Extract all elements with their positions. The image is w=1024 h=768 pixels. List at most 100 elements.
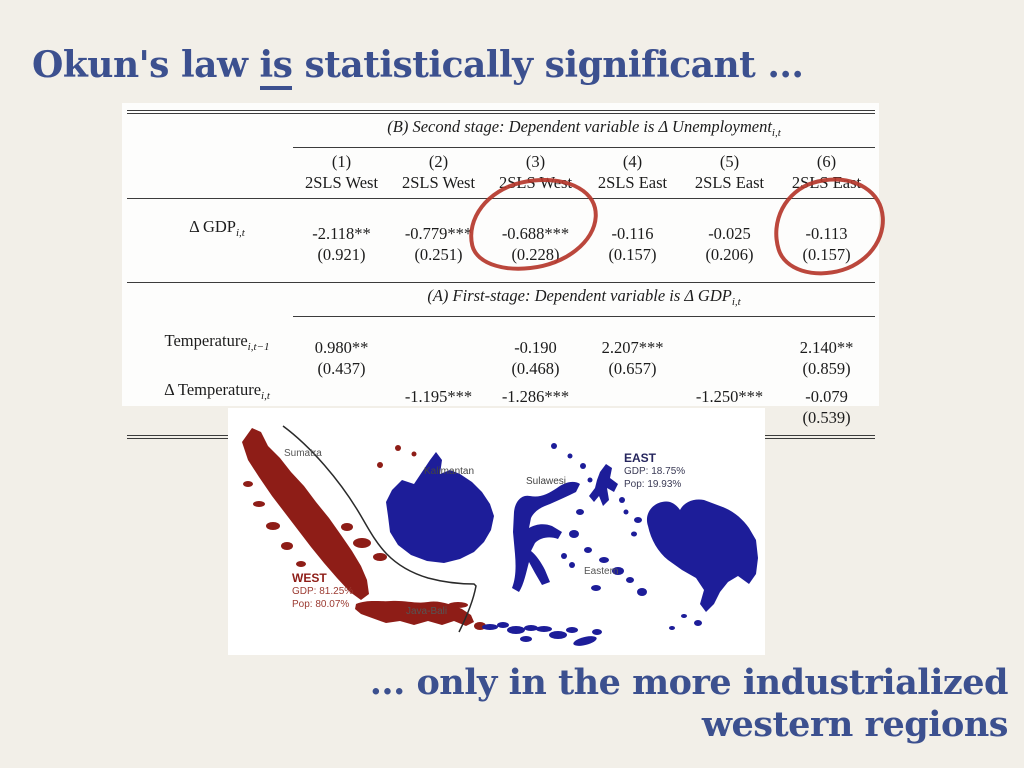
west-region-name: WEST xyxy=(292,571,327,585)
col-method: 2SLS East xyxy=(778,172,876,199)
map-svg xyxy=(242,425,758,646)
estimate-cell: -0.116 xyxy=(611,224,654,243)
subscript: i,t xyxy=(771,127,781,139)
empty-cell xyxy=(127,358,293,379)
stderr-cell: (0.921) xyxy=(317,245,366,264)
col-method: 2SLS West xyxy=(487,172,584,199)
west-east-divider-line xyxy=(282,425,477,633)
column-methods-row: 2SLS West 2SLS West 2SLS West 2SLS East … xyxy=(127,172,876,199)
panel-a-header-row: (A) First-stage: Dependent variable is Δ… xyxy=(127,282,876,317)
stderr-cell: (0.157) xyxy=(608,245,657,264)
stderr-cell: (0.468) xyxy=(511,358,560,378)
gdp-estimates-row: Δ GDPi,t -2.118** -0.779*** -0.688*** -0… xyxy=(127,199,875,245)
stderr-cell: (0.251) xyxy=(414,245,463,264)
west-region-islands xyxy=(242,428,486,630)
estimate-cell: 2.140** xyxy=(799,337,854,357)
col-number: (4) xyxy=(622,152,643,171)
kalimantan-island xyxy=(386,452,494,563)
row-label-gdp: Δ GDPi,t xyxy=(189,217,245,239)
estimate-cell: -0.688*** xyxy=(501,224,570,243)
indonesia-map: Sumatra Kalimantan Sulawesi Eastern Java… xyxy=(228,408,765,655)
empty-cell xyxy=(127,244,293,283)
title-underlined-word: is xyxy=(259,44,293,90)
west-region-legend: WEST GDP: 81.25% Pop: 80.07% xyxy=(292,572,353,611)
empty-cell xyxy=(127,148,293,173)
col-number: (1) xyxy=(331,152,352,171)
stderr-cell: (0.228) xyxy=(511,245,560,264)
empty-cell xyxy=(127,172,293,199)
stderr-cell: (0.157) xyxy=(802,245,851,264)
subscript: i,t xyxy=(731,296,741,308)
stderr-cell xyxy=(681,358,778,379)
col-number: (2) xyxy=(428,152,449,171)
caption-line2: western regions xyxy=(701,704,1009,745)
title-prefix: Okun's law xyxy=(32,44,260,86)
col-method: 2SLS West xyxy=(390,172,487,199)
temp-diff-estimates-row: Δ Temperaturei,t -1.195*** -1.286*** -1.… xyxy=(127,379,875,407)
slide-caption: ... only in the more industrialized west… xyxy=(28,662,1009,746)
estimate-cell xyxy=(681,317,778,358)
panel-b-header-row: (B) Second stage: Dependent variable is … xyxy=(127,112,876,148)
subscript: i,t xyxy=(261,389,270,402)
regression-table: (B) Second stage: Dependent variable is … xyxy=(127,110,876,439)
slide-title: Okun's law is statistically significant … xyxy=(32,44,992,90)
estimate-cell: -0.190 xyxy=(514,337,557,357)
empty-cell xyxy=(127,282,293,317)
west-gdp-share: GDP: 81.25% xyxy=(292,586,354,597)
estimate-cell: -1.195*** xyxy=(404,386,473,406)
estimate-cell xyxy=(293,379,390,407)
row-label-temp-lag: Temperaturei,t−1 xyxy=(164,330,270,353)
estimate-cell: -0.779*** xyxy=(404,224,473,243)
panel-a-header: (A) First-stage: Dependent variable is Δ… xyxy=(293,282,876,317)
col-number: (3) xyxy=(525,152,546,171)
sulawesi-island xyxy=(512,481,580,592)
papua-island xyxy=(646,499,758,612)
java-island xyxy=(355,600,474,626)
estimate-cell xyxy=(390,317,487,358)
col-method: 2SLS East xyxy=(681,172,778,199)
label-kalimantan: Kalimantan xyxy=(424,466,475,477)
stderr-cell: (0.539) xyxy=(802,407,851,427)
label-eastern: Eastern xyxy=(584,566,619,577)
panel-b-header: (B) Second stage: Dependent variable is … xyxy=(293,112,876,148)
temp-lag-stderr-row: (0.437) (0.468) (0.657) (0.859) xyxy=(127,358,875,379)
west-pop-share: Pop: 80.07% xyxy=(292,599,350,610)
title-suffix: statistically significant ... xyxy=(292,44,804,86)
estimate-cell xyxy=(584,379,681,407)
east-region-name: EAST xyxy=(624,451,657,465)
estimate-cell: -0.113 xyxy=(805,224,848,243)
stderr-cell: (0.859) xyxy=(802,358,851,378)
east-region-legend: EAST GDP: 18.75% Pop: 19.93% xyxy=(624,452,685,491)
stderr-cell: (0.206) xyxy=(705,245,754,264)
col-method: 2SLS East xyxy=(584,172,681,199)
temp-lag-estimates-row: Temperaturei,t−1 0.980** -0.190 2.207***… xyxy=(127,317,875,358)
estimate-cell: -1.286*** xyxy=(501,386,570,406)
row-label-temp-diff: Δ Temperaturei,t xyxy=(164,379,270,402)
estimate-cell: -1.250*** xyxy=(695,386,764,406)
estimate-cell: -0.025 xyxy=(708,224,751,243)
subscript: i,t xyxy=(235,227,245,239)
east-gdp-share: GDP: 18.75% xyxy=(624,466,686,477)
halmahera-island xyxy=(589,464,618,506)
stderr-cell: (0.437) xyxy=(317,358,366,378)
regression-table-panel: (B) Second stage: Dependent variable is … xyxy=(122,103,879,439)
stderr-cell xyxy=(390,358,487,379)
empty-cell xyxy=(127,112,293,148)
estimate-cell: 0.980** xyxy=(314,337,369,357)
label-sumatra: Sumatra xyxy=(284,448,322,459)
label-sulawesi: Sulawesi xyxy=(526,476,567,487)
madura-island xyxy=(448,602,468,608)
col-number: (6) xyxy=(816,152,837,171)
east-pop-share: Pop: 19.93% xyxy=(624,479,682,490)
gdp-stderr-row: (0.921) (0.251) (0.228) (0.157) (0.206) … xyxy=(127,244,875,283)
sumatra-island xyxy=(242,428,369,600)
label-java-bali: Java-Bali xyxy=(406,606,448,617)
subscript: i,t−1 xyxy=(247,340,270,353)
east-region-islands xyxy=(386,443,758,646)
stderr-cell: (0.657) xyxy=(608,358,657,378)
col-number: (5) xyxy=(719,152,740,171)
estimate-cell: 2.207*** xyxy=(601,337,664,357)
caption-line1: ... only in the more industrialized xyxy=(369,662,1009,703)
estimate-cell: -0.079 xyxy=(805,386,848,406)
